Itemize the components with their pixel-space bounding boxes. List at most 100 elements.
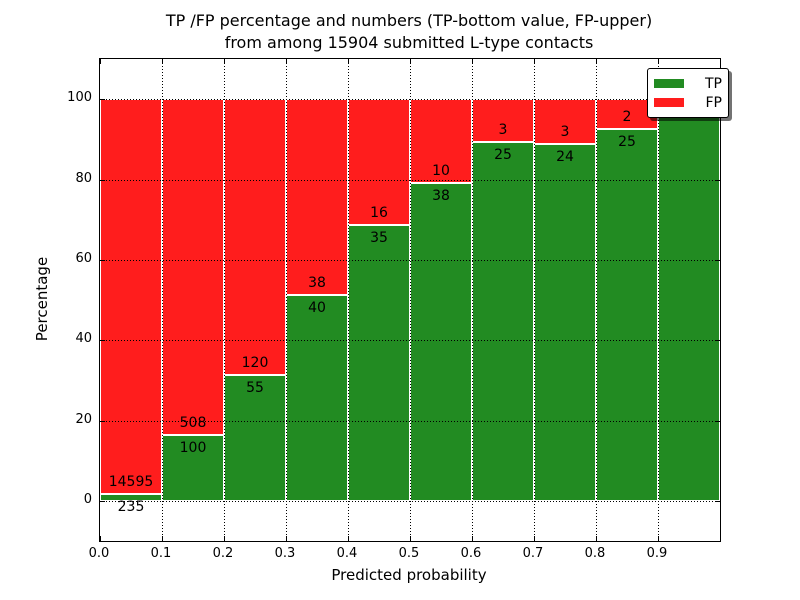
chart-title: TP /FP percentage and numbers (TP-bottom… <box>99 10 719 54</box>
x-axis-top-tick <box>100 59 101 64</box>
tp-count-label: 25 <box>618 133 636 150</box>
x-axis-top-tick <box>286 59 287 64</box>
tp-legend-label: TP <box>705 75 722 92</box>
tp-count-label: 235 <box>117 499 145 516</box>
gridline-vertical <box>224 59 225 541</box>
legend: TP FP <box>647 68 729 118</box>
x-axis-tick <box>534 536 535 541</box>
x-axis-top-tick <box>596 59 597 64</box>
y-axis-right-tick <box>715 259 720 261</box>
y-axis-tick <box>100 500 105 502</box>
x-axis-top-tick <box>472 59 473 64</box>
y-axis-label: Percentage <box>33 256 51 342</box>
tp-legend-swatch-icon <box>654 79 684 88</box>
x-tick-label: 0.4 <box>336 546 358 561</box>
tp-count-label: 25 <box>494 147 512 164</box>
tp-count-label: 24 <box>556 148 574 165</box>
y-axis-right-tick <box>715 420 720 422</box>
tp-bar-segment <box>162 434 224 501</box>
tp-count-label: 38 <box>432 187 450 204</box>
x-tick-label: 0.7 <box>522 546 544 561</box>
y-axis-tick <box>100 179 105 181</box>
tp-count-label: 40 <box>308 299 326 316</box>
tp-count-label: 55 <box>246 379 264 396</box>
x-tick-label: 0.9 <box>646 546 668 561</box>
x-axis-tick <box>100 536 101 541</box>
gridline-vertical <box>286 59 287 541</box>
fp-legend-swatch-icon <box>654 98 684 107</box>
x-axis-top-tick <box>534 59 535 64</box>
y-tick-label: 40 <box>75 331 92 347</box>
x-axis-top-tick <box>162 59 163 64</box>
x-axis-top-tick <box>658 59 659 64</box>
gridline-vertical <box>410 59 411 541</box>
fp-count-label: 16 <box>370 205 388 222</box>
gridline-vertical <box>162 59 163 541</box>
x-axis-top-tick <box>348 59 349 64</box>
x-axis-tick <box>162 536 163 541</box>
x-axis-tick <box>224 536 225 541</box>
tp-bar-segment <box>534 143 596 501</box>
x-tick-label: 0.5 <box>398 546 420 561</box>
legend-item-fp: FP <box>654 93 722 112</box>
gridline-vertical <box>348 59 349 541</box>
y-tick-label: 20 <box>75 411 92 427</box>
tp-bar-segment <box>348 225 410 501</box>
tp-bar-segment <box>100 494 162 501</box>
x-axis-label: Predicted probability <box>331 566 487 584</box>
y-axis-tick <box>100 420 105 422</box>
fp-legend-label: FP <box>705 94 723 111</box>
tp-bar-segment <box>410 182 472 501</box>
fp-count-label: 10 <box>432 162 450 179</box>
x-axis-tick <box>286 536 287 541</box>
fp-count-label: 14595 <box>108 474 154 491</box>
x-tick-label: 0.1 <box>150 546 172 561</box>
y-axis-tick <box>100 340 105 342</box>
fp-count-label: 3 <box>560 123 570 140</box>
plot-area: 14595 235 508 100 120 55 38 40 16 35 10 38 3 25 3 24 2 25… <box>99 58 721 542</box>
chart-title-line2: from among 15904 submitted L-type contac… <box>224 33 594 52</box>
fp-bar-segment <box>286 99 348 295</box>
tp-count-label: 100 <box>179 439 207 456</box>
x-axis-tick <box>472 536 473 541</box>
x-tick-label: 0.3 <box>274 546 296 561</box>
y-tick-label: 60 <box>75 250 92 266</box>
x-axis-top-tick <box>224 59 225 64</box>
gridline-vertical <box>596 59 597 541</box>
tp-count-label: 35 <box>370 230 388 247</box>
fp-count-label: 508 <box>179 414 207 431</box>
fp-bar-segment <box>224 99 286 375</box>
y-tick-label: 100 <box>67 90 92 106</box>
x-axis-top-tick <box>410 59 411 64</box>
fp-count-label: 2 <box>622 108 632 125</box>
tp-bar-segment <box>286 294 348 501</box>
y-axis-right-tick <box>715 500 720 502</box>
tp-bar-segment <box>472 142 534 501</box>
y-axis-right-tick <box>715 340 720 342</box>
fp-count-label: 3 <box>498 122 508 139</box>
legend-item-tp: TP <box>654 74 722 93</box>
y-axis-tick <box>100 99 105 101</box>
tp-bar-segment <box>596 128 658 501</box>
y-tick-label: 80 <box>75 170 92 186</box>
y-axis-right-tick <box>715 179 720 181</box>
x-axis-tick <box>410 536 411 541</box>
x-axis-tick <box>596 536 597 541</box>
gridline-vertical <box>472 59 473 541</box>
y-tick-label: 0 <box>83 491 92 507</box>
fp-bar-segment <box>100 99 162 495</box>
fp-count-label: 120 <box>241 354 269 371</box>
tp-bar-segment <box>658 99 720 501</box>
gridline-vertical <box>658 59 659 541</box>
x-tick-label: 0.2 <box>212 546 234 561</box>
x-tick-label: 0.8 <box>584 546 606 561</box>
x-tick-label: 0.0 <box>88 546 110 561</box>
fp-bar-segment <box>410 99 472 183</box>
x-tick-label: 0.6 <box>460 546 482 561</box>
x-axis-tick <box>348 536 349 541</box>
gridline-vertical <box>534 59 535 541</box>
fp-bar-segment <box>162 99 224 435</box>
y-axis-tick <box>100 259 105 261</box>
chart-title-line1: TP /FP percentage and numbers (TP-bottom… <box>165 11 653 30</box>
